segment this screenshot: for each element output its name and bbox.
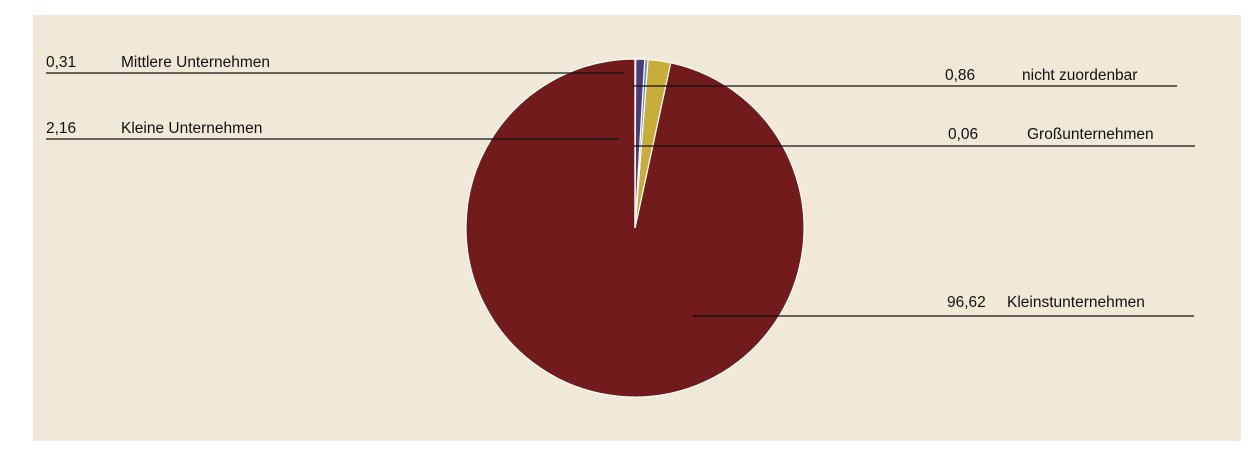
name-label-nicht-zuordenbar: nicht zuordenbar [1022, 67, 1137, 84]
value-label-kleine: 2,16 [46, 120, 76, 137]
value-label-mittlere: 0,31 [46, 54, 76, 71]
pie-slices [465, 58, 805, 398]
name-label-kleine: Kleine Unternehmen [121, 120, 262, 137]
value-label-gross: 0,06 [948, 126, 978, 143]
name-label-kleinst: Kleinstunternehmen [1007, 294, 1145, 311]
leader-lines [46, 72, 1195, 317]
name-label-gross: Großunternehmen [1027, 126, 1154, 143]
pie-slice-gro-unternehmen [634, 58, 637, 229]
value-label-kleinst: 96,62 [947, 294, 986, 311]
value-label-nicht-zuordenbar: 0,86 [945, 67, 975, 84]
name-label-mittlere: Mittlere Unternehmen [121, 54, 270, 71]
